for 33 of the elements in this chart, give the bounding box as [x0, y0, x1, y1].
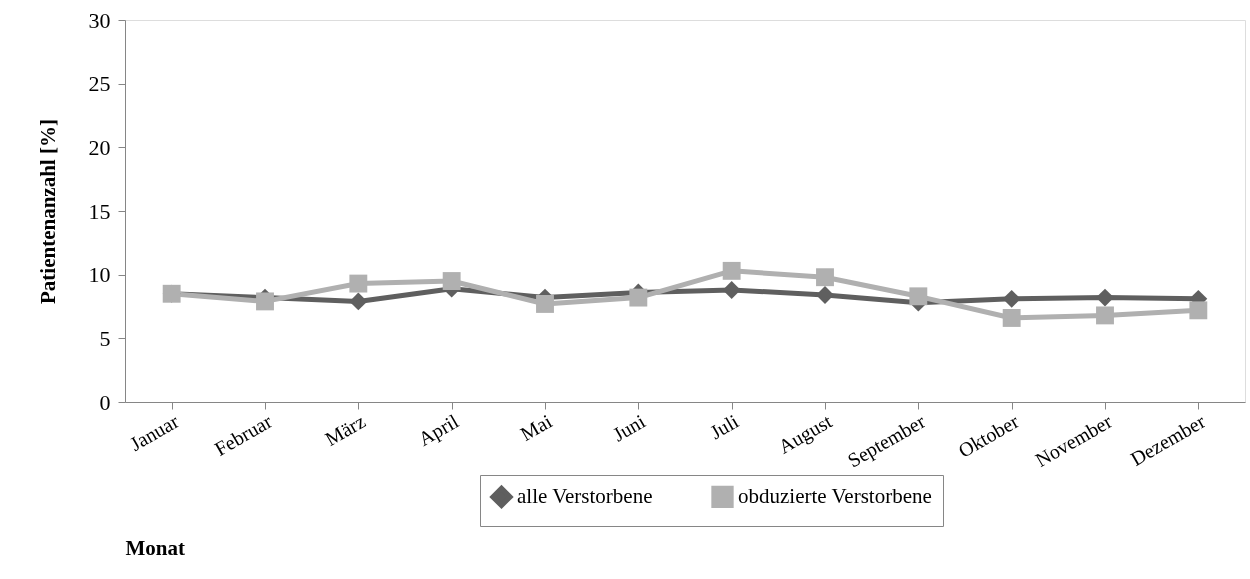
x-tick-label: Juni — [608, 409, 650, 446]
point — [349, 274, 368, 293]
x-tick-label: März — [321, 409, 369, 450]
point — [349, 292, 368, 311]
x-tick-label: April — [414, 409, 464, 451]
x-tick-label: Januar — [125, 409, 183, 455]
point — [1002, 289, 1021, 308]
x-tick-label: Juli — [706, 409, 743, 444]
y-tick-label: 0 — [99, 389, 111, 415]
point — [1002, 309, 1021, 327]
y-tick-label: 20 — [88, 134, 111, 160]
y-tick-label: 30 — [88, 7, 111, 33]
legend-label: alle Verstorbene — [517, 483, 653, 508]
x-tick-label: Mai — [516, 409, 556, 445]
legend-label: obduzierte Verstorbene — [738, 483, 932, 508]
point — [536, 295, 554, 313]
y-tick-label: 15 — [88, 198, 111, 224]
point — [256, 292, 274, 311]
point — [629, 288, 648, 307]
x-axis-title: Monat — [125, 535, 185, 560]
point — [722, 281, 741, 299]
y-axis-title: Patientenanzahl [%] — [35, 119, 60, 304]
point — [442, 272, 461, 290]
point — [722, 261, 741, 280]
point — [909, 287, 928, 306]
point — [1096, 288, 1114, 307]
y-tick-label: 25 — [88, 71, 111, 97]
point — [1096, 306, 1114, 325]
y-tick-label: 10 — [88, 262, 111, 288]
point — [816, 268, 834, 287]
point — [816, 286, 834, 304]
point — [1189, 301, 1208, 320]
y-tick-label: 5 — [99, 325, 111, 351]
